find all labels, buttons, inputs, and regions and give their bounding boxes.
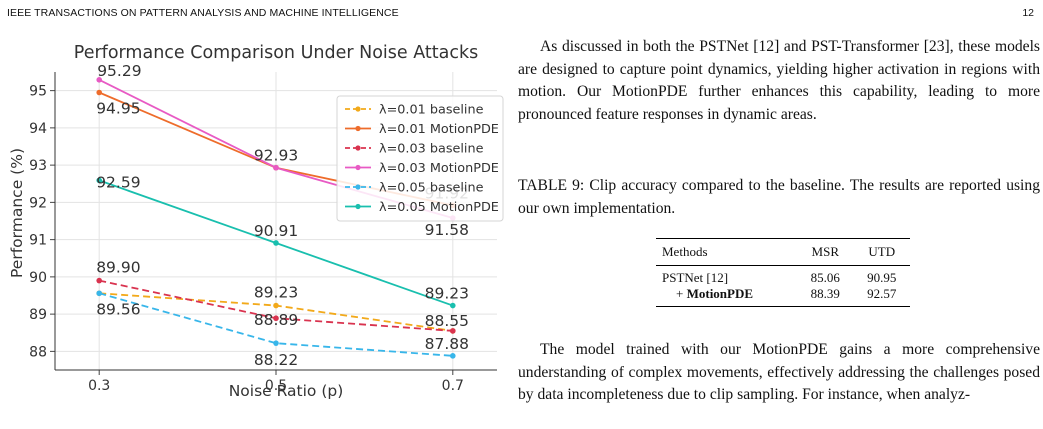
legend-label: λ=0.03 baseline (379, 142, 484, 157)
data-point (96, 277, 102, 284)
x-tick-label: 0.3 (88, 378, 110, 394)
data-point (273, 315, 279, 322)
journal-title: IEEE TRANSACTIONS ON PATTERN ANALYSIS AN… (7, 7, 399, 19)
legend-marker (355, 203, 361, 210)
data-point (450, 328, 456, 334)
y-tick-label: 92 (29, 195, 47, 211)
performance-chart: Performance Comparison Under Noise Attac… (8, 43, 504, 400)
cell-method: + MotionPDE (656, 286, 797, 307)
text-column-2: The model trained with our MotionPDE gai… (518, 339, 1040, 407)
data-point (96, 89, 102, 96)
data-label: 87.88 (425, 335, 469, 353)
legend-marker (355, 106, 361, 112)
data-point (96, 290, 102, 297)
data-label: 92.93 (254, 147, 298, 165)
data-label: 88.89 (254, 311, 298, 329)
col-msr: MSR (811, 244, 840, 259)
paragraph-analysis: The model trained with our MotionPDE gai… (518, 341, 1040, 404)
y-tick-label: 89 (29, 307, 47, 323)
table-caption: TABLE 9: Clip accuracy compared to the b… (518, 177, 1040, 217)
data-label: 89.23 (425, 285, 469, 303)
legend-marker (355, 125, 361, 132)
data-label: 95.29 (97, 62, 141, 80)
x-axis-label: Noise Ratio (p) (229, 382, 344, 400)
text-column: As discussed in both the PSTNet [12] and… (518, 36, 1040, 126)
col-methods: Methods (662, 244, 708, 259)
method-prefix: + (676, 286, 687, 301)
data-label: 92.59 (96, 173, 140, 191)
data-point (273, 340, 279, 346)
legend-box (336, 95, 504, 222)
data-label: 94.95 (96, 99, 140, 117)
legend-marker (355, 164, 361, 171)
table-row: PSTNet [12] 85.06 90.95 (656, 266, 910, 287)
y-tick-label: 93 (29, 158, 47, 174)
page-number: 12 (1022, 7, 1034, 19)
cell-utd: 90.95 (867, 270, 897, 285)
x-tick-label: 0.7 (442, 378, 464, 394)
data-label: 90.91 (254, 222, 298, 240)
series-line (98, 292, 453, 357)
chart-legend: λ=0.01 baseline λ=0.01 MotionPDE λ=0.03 ba… (336, 95, 504, 222)
results-table: Methods MSR UTD PSTNet [12] 85.06 90.95 … (656, 238, 910, 307)
table-header-row: Methods MSR UTD (656, 238, 910, 266)
chart-title: Performance Comparison Under Noise Attac… (74, 43, 478, 63)
chart-series (96, 77, 456, 359)
legend-marker (355, 145, 361, 151)
y-tick-label: 94 (29, 121, 47, 137)
data-point (273, 240, 279, 246)
paragraph-discussion: As discussed in both the PSTNet [12] and… (518, 38, 1040, 123)
legend-label: λ=0.05 MotionPDE (379, 200, 499, 215)
data-label: 89.56 (96, 300, 140, 318)
legend-marker (355, 184, 361, 190)
table-row: + MotionPDE 88.39 92.57 (656, 286, 910, 307)
x-tick-label: 0.5 (265, 378, 287, 394)
data-point (96, 77, 102, 83)
y-tick-label: 95 (29, 84, 47, 100)
data-label: 88.55 (425, 312, 469, 330)
y-tick-label: 88 (29, 344, 47, 360)
data-point (450, 353, 456, 359)
y-axis-label: Performance (%) (8, 148, 26, 278)
data-label: 89.23 (254, 284, 298, 302)
cell-utd: 92.57 (867, 286, 897, 301)
legend-label: λ=0.01 baseline (379, 103, 484, 118)
cell-msr: 85.06 (810, 270, 840, 285)
y-tick-label: 90 (29, 270, 47, 286)
data-point (450, 302, 456, 309)
chart-axes: 88 89 90 91 92 93 94 95 0.3 0.5 0.7 (29, 72, 497, 394)
data-point (96, 177, 102, 184)
col-utd: UTD (868, 244, 896, 259)
cell-method: PSTNet [12] (662, 270, 729, 285)
data-label: 91.58 (425, 221, 469, 239)
data-label: 88.22 (254, 351, 298, 369)
legend-label: λ=0.03 MotionPDE (379, 161, 499, 176)
data-point (273, 164, 279, 171)
legend-label: λ=0.05 baseline (379, 181, 484, 196)
legend-label: λ=0.01 MotionPDE (379, 122, 499, 137)
data-label: 89.90 (96, 259, 140, 277)
method-bold: MotionPDE (686, 286, 754, 301)
cell-msr: 88.39 (810, 286, 840, 301)
page-header: IEEE TRANSACTIONS ON PATTERN ANALYSIS AN… (7, 7, 1034, 21)
y-tick-label: 91 (29, 233, 47, 249)
data-point (273, 302, 279, 309)
